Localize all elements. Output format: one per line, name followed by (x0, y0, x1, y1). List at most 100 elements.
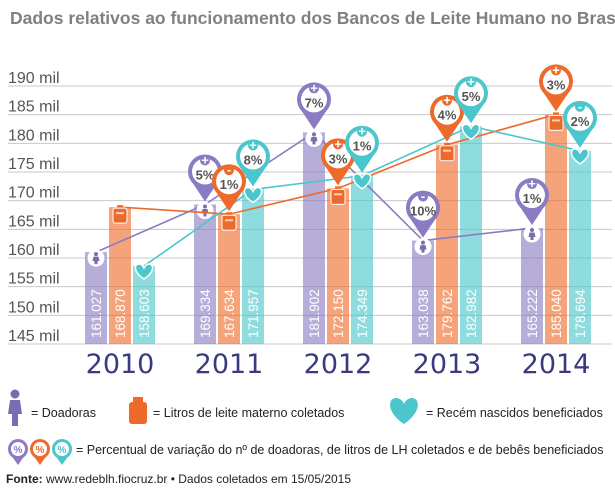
bar (303, 132, 325, 344)
svg-text:%: % (36, 445, 45, 456)
bar (351, 175, 373, 344)
svg-text:+: + (467, 74, 475, 89)
svg-text:5%: 5% (462, 89, 481, 104)
svg-text:+: + (334, 136, 342, 151)
legend-newborns-label: = Recém nascidos beneficiados (426, 406, 603, 420)
svg-text:+: + (201, 152, 209, 167)
variation-pin: +7% (297, 80, 331, 130)
svg-text:5%: 5% (196, 167, 215, 182)
bar-value-label: 182.982 (464, 289, 479, 338)
chart-title: Dados relativos ao funcionamento dos Ban… (10, 8, 615, 28)
legend-bottle-icon (129, 397, 147, 424)
bar-value-label: 167.634 (222, 289, 237, 338)
y-tick-label: 145 mil (8, 328, 60, 345)
legend-variation-icon: % (30, 439, 50, 465)
svg-text:4%: 4% (438, 108, 457, 123)
series-line (143, 125, 581, 267)
y-tick-label: 190 mil (8, 70, 60, 87)
variation-pins: +5%+7%-10%+1%-1%+3%+4%+3%+8%+1%+5%-2% (188, 62, 597, 238)
legend-liters-label: = Litros de leite materno coletados (153, 406, 344, 420)
heart-icon (243, 186, 263, 204)
x-category-label: 2011 (195, 349, 264, 380)
bar-value-label: 185.040 (549, 289, 564, 338)
bar (436, 144, 458, 344)
x-category-label: 2012 (304, 349, 373, 380)
variation-pin: -1% (212, 162, 246, 212)
heart-icon (352, 172, 372, 190)
legend-donor-icon (8, 389, 22, 426)
legend-variation-icons: %%% (8, 439, 72, 465)
bar (545, 114, 567, 344)
heart-icon (461, 123, 481, 141)
legend: = Doadoras = Litros de leite materno col… (8, 389, 604, 465)
bar-value-label: 178.694 (573, 289, 588, 338)
legend-variation-icon: % (8, 439, 28, 465)
svg-text:-: - (227, 162, 231, 177)
svg-text:2%: 2% (571, 114, 590, 129)
y-tick-label: 180 mil (8, 127, 60, 144)
svg-text:1%: 1% (353, 139, 372, 154)
bar-value-label: 165.222 (525, 289, 540, 338)
variation-pin: +4% (430, 93, 464, 142)
bottle-icon (439, 142, 455, 162)
variation-pin: +8% (236, 137, 270, 187)
bar-value-label: 158.603 (137, 289, 152, 338)
x-category-label: 2013 (413, 349, 482, 380)
bar (412, 240, 434, 344)
svg-text:%: % (14, 445, 23, 456)
bar-value-label: 171.957 (246, 289, 261, 338)
y-tick-label: 155 mil (8, 271, 60, 288)
y-tick-label: 150 mil (8, 299, 60, 316)
bar (194, 204, 216, 344)
donor-icon (305, 129, 323, 147)
svg-text:+: + (528, 176, 536, 191)
y-tick-label: 165 mil (8, 213, 60, 230)
heart-icon (134, 263, 154, 280)
donor-icon (87, 249, 105, 267)
bar-value-label: 168.870 (113, 289, 128, 338)
legend-donors-label: = Doadoras (31, 406, 96, 420)
svg-text:8%: 8% (244, 152, 263, 167)
variation-pin: -10% (406, 189, 440, 238)
svg-text:+: + (443, 93, 451, 108)
y-tick-label: 170 mil (8, 185, 60, 202)
legend-heart-icon (390, 398, 418, 424)
variation-pin: +1% (345, 124, 379, 173)
source-line: Fonte: www.redeblh.fiocruz.br • Dados co… (6, 472, 351, 486)
svg-text:10%: 10% (410, 204, 436, 219)
x-axis-categories: 2010 2011 2012 2013 2014 (86, 349, 591, 380)
legend-variation-icon: % (52, 439, 72, 465)
svg-text:+: + (358, 124, 366, 139)
svg-text:3%: 3% (329, 151, 348, 166)
svg-text:+: + (552, 62, 560, 77)
bar-value-label: 169.334 (198, 289, 213, 338)
source-label: Fonte: (6, 472, 43, 486)
bottle-icon (548, 112, 564, 131)
donor-icon (414, 238, 432, 256)
svg-text:1%: 1% (523, 191, 542, 206)
trend-lines (87, 112, 590, 280)
bottle-icon (221, 212, 237, 231)
bar (242, 189, 264, 344)
y-tick-label: 160 mil (8, 242, 60, 259)
bar (85, 252, 107, 344)
svg-text:-: - (578, 99, 582, 114)
x-category-label: 2010 (86, 349, 155, 380)
bar-value-label: 163.038 (416, 289, 431, 338)
y-axis: 190 mil 185 mil 180 mil 175 mil 170 mil 165 m… (8, 70, 60, 345)
legend-variation-label: = Percentual de variação do nº de doador… (76, 443, 604, 457)
bar (133, 266, 155, 344)
bar (109, 207, 131, 344)
x-category-label: 2014 (522, 349, 591, 380)
bar-value-label: 181.902 (307, 289, 322, 338)
heart-icon (570, 148, 590, 165)
y-tick-label: 185 mil (8, 99, 60, 116)
source-text: www.redeblh.fiocruz.br • Dados coletados… (43, 472, 352, 486)
svg-text:3%: 3% (547, 77, 566, 92)
svg-text:%: % (58, 445, 67, 456)
y-tick-label: 175 mil (8, 156, 60, 173)
svg-text:+: + (310, 80, 318, 95)
bar (218, 214, 240, 344)
svg-text:+: + (249, 137, 257, 152)
